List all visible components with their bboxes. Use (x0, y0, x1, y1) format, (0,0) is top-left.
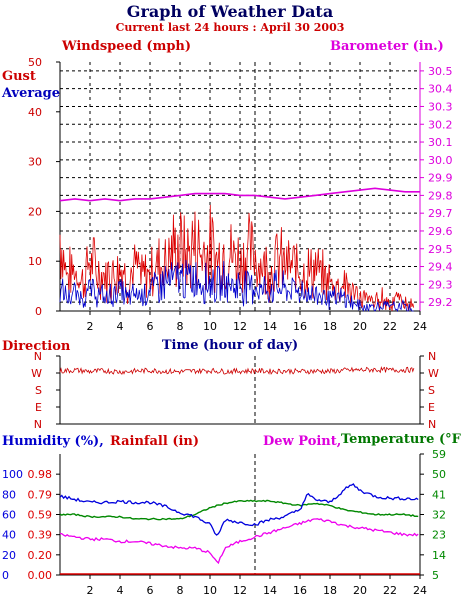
temp-tick-label: 59 (432, 448, 446, 461)
wind-tick-label: 50 (28, 56, 42, 69)
lower-hour-tick-label: 10 (203, 584, 217, 597)
baro-tick-label: 30.4 (428, 83, 453, 96)
hour-tick-label: 4 (117, 320, 124, 333)
lower-hour-tick-label: 8 (177, 584, 184, 597)
temp-tick-label: 41 (432, 488, 446, 501)
temp-tick-label: 14 (432, 549, 446, 562)
direction-tick-right: S (428, 384, 435, 397)
humidity-tick-label: 40 (2, 529, 16, 542)
direction-tick-left: W (31, 367, 42, 380)
lower-hour-tick-label: 24 (413, 584, 427, 597)
baro-tick-label: 30.2 (428, 118, 453, 131)
lower-hour-tick-label: 16 (293, 584, 307, 597)
humidity-tick-label: 0 (2, 569, 9, 582)
x-axis-label: Time (hour of day) (162, 338, 298, 353)
dewpoint-series-line (59, 518, 419, 565)
temperature-series-line (59, 499, 419, 521)
wind-tick-label: 10 (28, 255, 42, 268)
baro-tick-label: 30.1 (428, 136, 453, 149)
rain-tick-label: 0.98 (28, 468, 53, 481)
legend-humidity: Humidity (%), (2, 434, 104, 449)
wind-tick-label: 40 (28, 106, 42, 119)
baro-tick-label: 29.4 (428, 261, 453, 274)
hour-tick-label: 6 (147, 320, 154, 333)
wind-tick-label: 20 (28, 205, 42, 218)
direction-tick-right: N (428, 350, 436, 363)
hour-tick-label: 10 (203, 320, 217, 333)
legend-gust: Gust (2, 69, 36, 84)
humidity-tick-label: 100 (2, 468, 23, 481)
hour-tick-label: 20 (353, 320, 367, 333)
baro-tick-label: 29.9 (428, 172, 453, 185)
rain-tick-label: 0.39 (28, 529, 53, 542)
baro-tick-label: 30.3 (428, 100, 453, 113)
baro-tick-label: 30.5 (428, 65, 453, 78)
humidity-tick-label: 80 (2, 488, 16, 501)
barometer-label: Barometer (in.) (330, 39, 444, 54)
baro-tick-label: 29.8 (428, 189, 453, 202)
temp-tick-label: 5 (432, 569, 439, 582)
gust-series-line (59, 204, 415, 312)
baro-tick-label: 29.6 (428, 225, 453, 238)
hour-tick-label: 8 (177, 320, 184, 333)
legend-rainfall: Rainfall (in) (110, 434, 199, 449)
lower-hour-tick-label: 22 (383, 584, 397, 597)
average-series-line (59, 259, 414, 313)
rain-tick-label: 0.00 (28, 569, 53, 582)
chart-title: Graph of Weather Data (127, 2, 333, 21)
direction-tick-left: N (34, 350, 42, 363)
direction-tick-right: W (428, 367, 439, 380)
hour-tick-label: 2 (87, 320, 94, 333)
lower-hour-tick-label: 2 (87, 584, 94, 597)
hour-tick-label: 18 (323, 320, 337, 333)
baro-tick-label: 29.2 (428, 296, 453, 309)
hour-tick-label: 22 (383, 320, 397, 333)
rain-tick-label: 0.20 (28, 549, 53, 562)
temp-tick-label: 50 (432, 468, 446, 481)
direction-label: Direction (2, 339, 71, 354)
baro-tick-label: 29.7 (428, 207, 453, 220)
hour-tick-label: 16 (293, 320, 307, 333)
windspeed-label: Windspeed (mph) (61, 39, 191, 54)
direction-tick-left: E (35, 401, 42, 414)
lower-hour-tick-label: 20 (353, 584, 367, 597)
direction-tick-right: N (428, 418, 436, 431)
humidity-tick-label: 60 (2, 509, 16, 522)
hour-tick-label: 12 (233, 320, 247, 333)
rain-tick-label: 0.79 (28, 488, 53, 501)
lower-hour-tick-label: 14 (263, 584, 277, 597)
legend-average: Average (1, 86, 60, 101)
lower-hour-tick-label: 12 (233, 584, 247, 597)
direction-tick-right: E (428, 401, 435, 414)
temp-tick-label: 32 (432, 509, 446, 522)
baro-tick-label: 30.0 (428, 154, 453, 167)
wind-tick-label: 30 (28, 156, 42, 169)
lower-hour-tick-label: 6 (147, 584, 154, 597)
humidity-tick-label: 20 (2, 549, 16, 562)
baro-tick-label: 29.3 (428, 278, 453, 291)
lower-hour-tick-label: 18 (323, 584, 337, 597)
hour-tick-label: 24 (413, 320, 427, 333)
legend-temperature: Temperature (°F) (341, 432, 461, 447)
direction-tick-left: S (35, 384, 42, 397)
barometer-series-line (59, 187, 420, 202)
lower-hour-tick-label: 4 (117, 584, 124, 597)
hour-tick-label: 14 (263, 320, 277, 333)
temp-tick-label: 23 (432, 529, 446, 542)
chart-subtitle: Current last 24 hours : April 30 2003 (116, 21, 345, 34)
direction-series-line (59, 365, 415, 376)
humidity-series-line (59, 483, 419, 536)
rain-tick-label: 0.59 (28, 509, 53, 522)
direction-tick-left: N (34, 418, 42, 431)
wind-tick-label: 0 (35, 305, 42, 318)
baro-tick-label: 29.5 (428, 243, 453, 256)
legend-dewpoint: Dew Point, (263, 434, 341, 449)
